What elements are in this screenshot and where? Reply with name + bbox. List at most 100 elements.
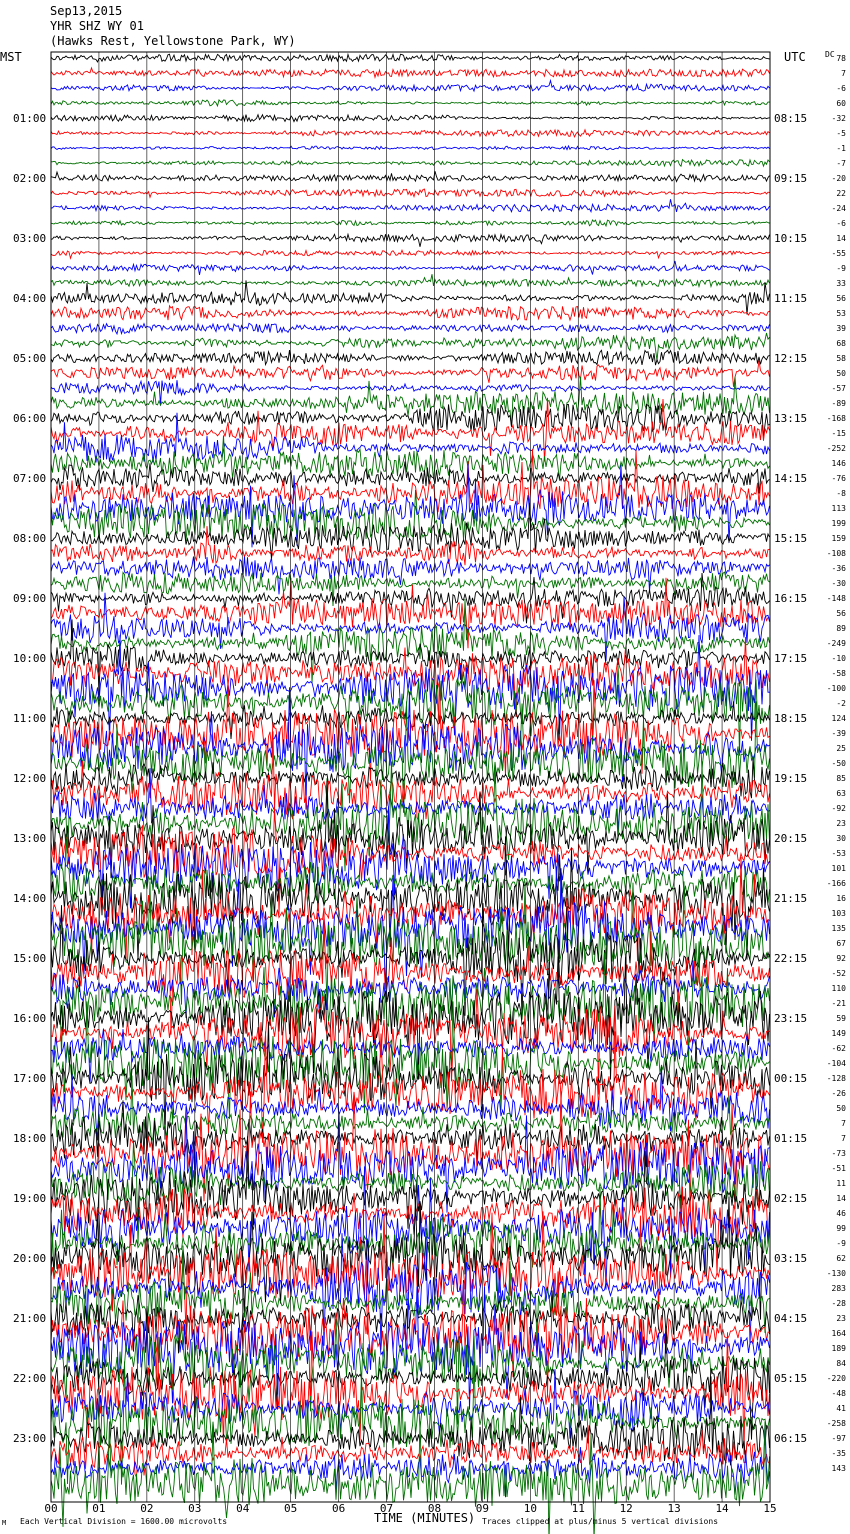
dc-offset-value: -89 <box>832 399 847 408</box>
dc-offset-value: 99 <box>836 1224 846 1233</box>
utc-tick-label: 09:15 <box>774 172 807 185</box>
x-tick-label: 15 <box>763 1502 776 1515</box>
trace-line <box>50 199 770 214</box>
scale-note: Each Vertical Division = 1600.00 microvo… <box>20 1517 227 1526</box>
mst-tick-label: 01:00 <box>13 112 46 125</box>
utc-tick-label: 00:15 <box>774 1072 807 1085</box>
trace-line <box>50 489 770 543</box>
dc-offset-value: -55 <box>832 249 847 258</box>
utc-tick-label: 13:15 <box>774 412 807 425</box>
dc-offset-value: -9 <box>836 264 846 273</box>
dc-offset-value: -104 <box>827 1059 846 1068</box>
mst-tick-label: 05:00 <box>13 352 46 365</box>
utc-tick-label: 14:15 <box>774 472 807 485</box>
dc-offset-value: -1 <box>836 144 846 153</box>
trace-line <box>50 448 770 514</box>
trace-line <box>50 170 770 183</box>
dc-offset-value: 143 <box>832 1464 847 1473</box>
dc-offset-value: 283 <box>832 1284 847 1293</box>
dc-offset-value: 7 <box>841 69 846 78</box>
dc-offset-value: -220 <box>827 1374 846 1383</box>
utc-tick-label: 18:15 <box>774 712 807 725</box>
trace-line <box>50 1331 770 1455</box>
trace-line <box>50 463 770 548</box>
trace-line <box>50 304 770 322</box>
trace-line <box>50 757 770 799</box>
trace-line <box>50 806 770 909</box>
dc-offset-value: -130 <box>827 1269 846 1278</box>
dc-offset-value: -73 <box>832 1149 847 1158</box>
utc-tick-label: 22:15 <box>774 952 807 965</box>
trace-line <box>50 665 770 756</box>
dc-offset-value: 59 <box>836 1014 846 1023</box>
mst-tick-label: 06:00 <box>13 412 46 425</box>
trace-line <box>50 219 770 228</box>
dc-offset-value: -20 <box>832 174 847 183</box>
trace-line <box>50 1425 770 1478</box>
utc-axis-label: UTC <box>784 50 806 64</box>
mst-axis-label: MST <box>0 50 22 64</box>
x-tick-label: 10 <box>524 1502 537 1515</box>
station-location: (Hawks Rest, Yellowstone Park, WY) <box>50 34 296 48</box>
mst-tick-label: 14:00 <box>13 892 46 905</box>
trace-line <box>50 461 770 494</box>
trace-line <box>50 941 770 1065</box>
trace-line <box>50 280 770 315</box>
mst-tick-label: 04:00 <box>13 292 46 305</box>
mst-tick-label: 21:00 <box>13 1312 46 1325</box>
dc-offset-value: 78 <box>836 54 846 63</box>
trace-line <box>50 1290 770 1364</box>
dc-offset-value: 92 <box>836 954 846 963</box>
dc-offset-value: 60 <box>836 99 846 108</box>
dc-offset-value: -8 <box>836 489 846 498</box>
dc-offset-value: 7 <box>841 1119 846 1128</box>
mst-tick-label: 11:00 <box>13 712 46 725</box>
dc-offset-value: 63 <box>836 789 846 798</box>
dc-column-label: DC <box>825 50 835 59</box>
trace-line <box>50 349 770 367</box>
trace-line <box>50 571 770 607</box>
chart-date: Sep13,2015 <box>50 4 123 18</box>
utc-tick-label: 05:15 <box>774 1372 807 1385</box>
mst-tick-label: 16:00 <box>13 1012 46 1025</box>
trace-line <box>50 687 770 810</box>
utc-tick-label: 17:15 <box>774 652 807 665</box>
dc-offset-value: 89 <box>836 624 846 633</box>
trace-line <box>50 1106 770 1230</box>
trace-line <box>50 780 770 879</box>
dc-offset-value: -10 <box>832 654 847 663</box>
trace-line <box>50 1141 770 1245</box>
utc-tick-label: 08:15 <box>774 112 807 125</box>
utc-tick-label: 15:15 <box>774 532 807 545</box>
trace-line <box>50 78 770 93</box>
mst-tick-label: 13:00 <box>13 832 46 845</box>
mst-tick-label: 15:00 <box>13 952 46 965</box>
utc-tick-label: 01:15 <box>774 1132 807 1145</box>
dc-offset-value: -6 <box>836 219 846 228</box>
trace-line <box>50 1233 770 1350</box>
dc-offset-value: -39 <box>832 729 847 738</box>
mst-tick-label: 10:00 <box>13 652 46 665</box>
dc-offset-value: 103 <box>832 909 847 918</box>
dc-offset-value: 41 <box>836 1404 846 1413</box>
dc-offset-value: -148 <box>827 594 846 603</box>
x-tick-label: 11 <box>572 1502 585 1515</box>
trace-line <box>50 274 770 289</box>
dc-offset-value: 159 <box>832 534 847 543</box>
dc-offset-value: 11 <box>836 1179 846 1188</box>
dc-offset-value: -50 <box>832 759 847 768</box>
seismic-traces <box>50 52 770 1534</box>
mst-tick-label: 08:00 <box>13 532 46 545</box>
dc-offset-value: -35 <box>832 1449 847 1458</box>
dc-offset-value: 101 <box>832 864 847 873</box>
dc-offset-value: 7 <box>841 1134 846 1143</box>
trace-line <box>50 989 770 1095</box>
dc-offset-value: 30 <box>836 834 846 843</box>
trace-line <box>50 98 770 108</box>
trace-line <box>50 1136 770 1229</box>
trace-line <box>50 911 770 1035</box>
dc-offset-value: -258 <box>827 1419 846 1428</box>
x-tick-label: 05 <box>284 1502 297 1515</box>
dc-offset-value: -62 <box>832 1044 847 1053</box>
x-tick-label: 12 <box>620 1502 633 1515</box>
